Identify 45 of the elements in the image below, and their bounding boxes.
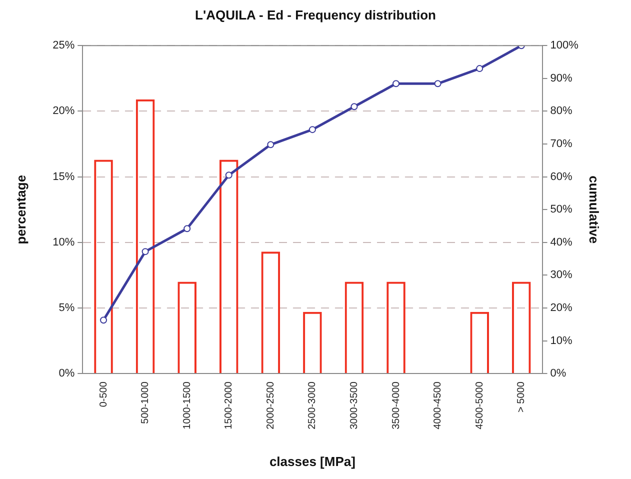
x-tick-label: > 5000 xyxy=(516,381,528,412)
y-axis-title: percentage xyxy=(13,174,28,244)
y2-tick-label: 50% xyxy=(550,204,572,216)
y2-tick-label: 70% xyxy=(550,138,572,150)
bar xyxy=(136,99,155,374)
y2-tick-label: 0% xyxy=(550,368,566,380)
point xyxy=(350,103,358,110)
x-tick-label: 3500-4000 xyxy=(390,381,402,430)
y2-tick-label: 20% xyxy=(550,302,572,314)
y-tick-label: 15% xyxy=(52,170,75,183)
x-axis-title: classes [MPa] xyxy=(269,454,356,469)
bar xyxy=(94,160,113,374)
chart-title: L'AQUILA - Ed - Frequency distribution xyxy=(195,7,436,22)
x-tick-label: 1500-2000 xyxy=(224,381,235,430)
x-tick-label: 0-500 xyxy=(98,381,110,408)
x-tick-label: 2000-2500 xyxy=(265,381,276,430)
y2-tick-label: 90% xyxy=(550,72,572,84)
x-tick-label: 4500-5000 xyxy=(474,381,486,430)
y-tick-label: 20% xyxy=(52,105,75,118)
x-tick-label: 1000-1500 xyxy=(182,381,193,430)
point xyxy=(142,248,149,256)
x-tick-label: 2500-3000 xyxy=(307,381,318,430)
y2-tick-label: 40% xyxy=(550,236,572,248)
y2-tick-label: 100% xyxy=(550,40,579,52)
x-tick-label: 3000-3500 xyxy=(348,381,360,430)
y2-tick-label: 80% xyxy=(550,105,572,118)
y2-tick-label: 30% xyxy=(550,269,572,282)
bar xyxy=(219,160,238,374)
point xyxy=(476,65,484,72)
point xyxy=(267,141,274,148)
y-tick-label: 0% xyxy=(58,368,75,380)
point xyxy=(308,126,316,134)
point xyxy=(184,225,191,232)
y-tick-label: 5% xyxy=(58,302,75,314)
y2-axis-title: cumulative xyxy=(586,176,602,244)
y2-tick-label: 60% xyxy=(550,170,572,183)
y2-tick-label: 10% xyxy=(550,334,572,347)
point xyxy=(225,172,232,179)
y-tick-label: 10% xyxy=(52,236,75,248)
y-tick-label: 25% xyxy=(52,40,75,52)
point xyxy=(392,80,400,88)
point xyxy=(100,316,108,324)
point xyxy=(434,80,442,88)
x-tick-label: 500-1000 xyxy=(140,381,152,424)
x-tick-label: 4000-4500 xyxy=(432,381,444,430)
